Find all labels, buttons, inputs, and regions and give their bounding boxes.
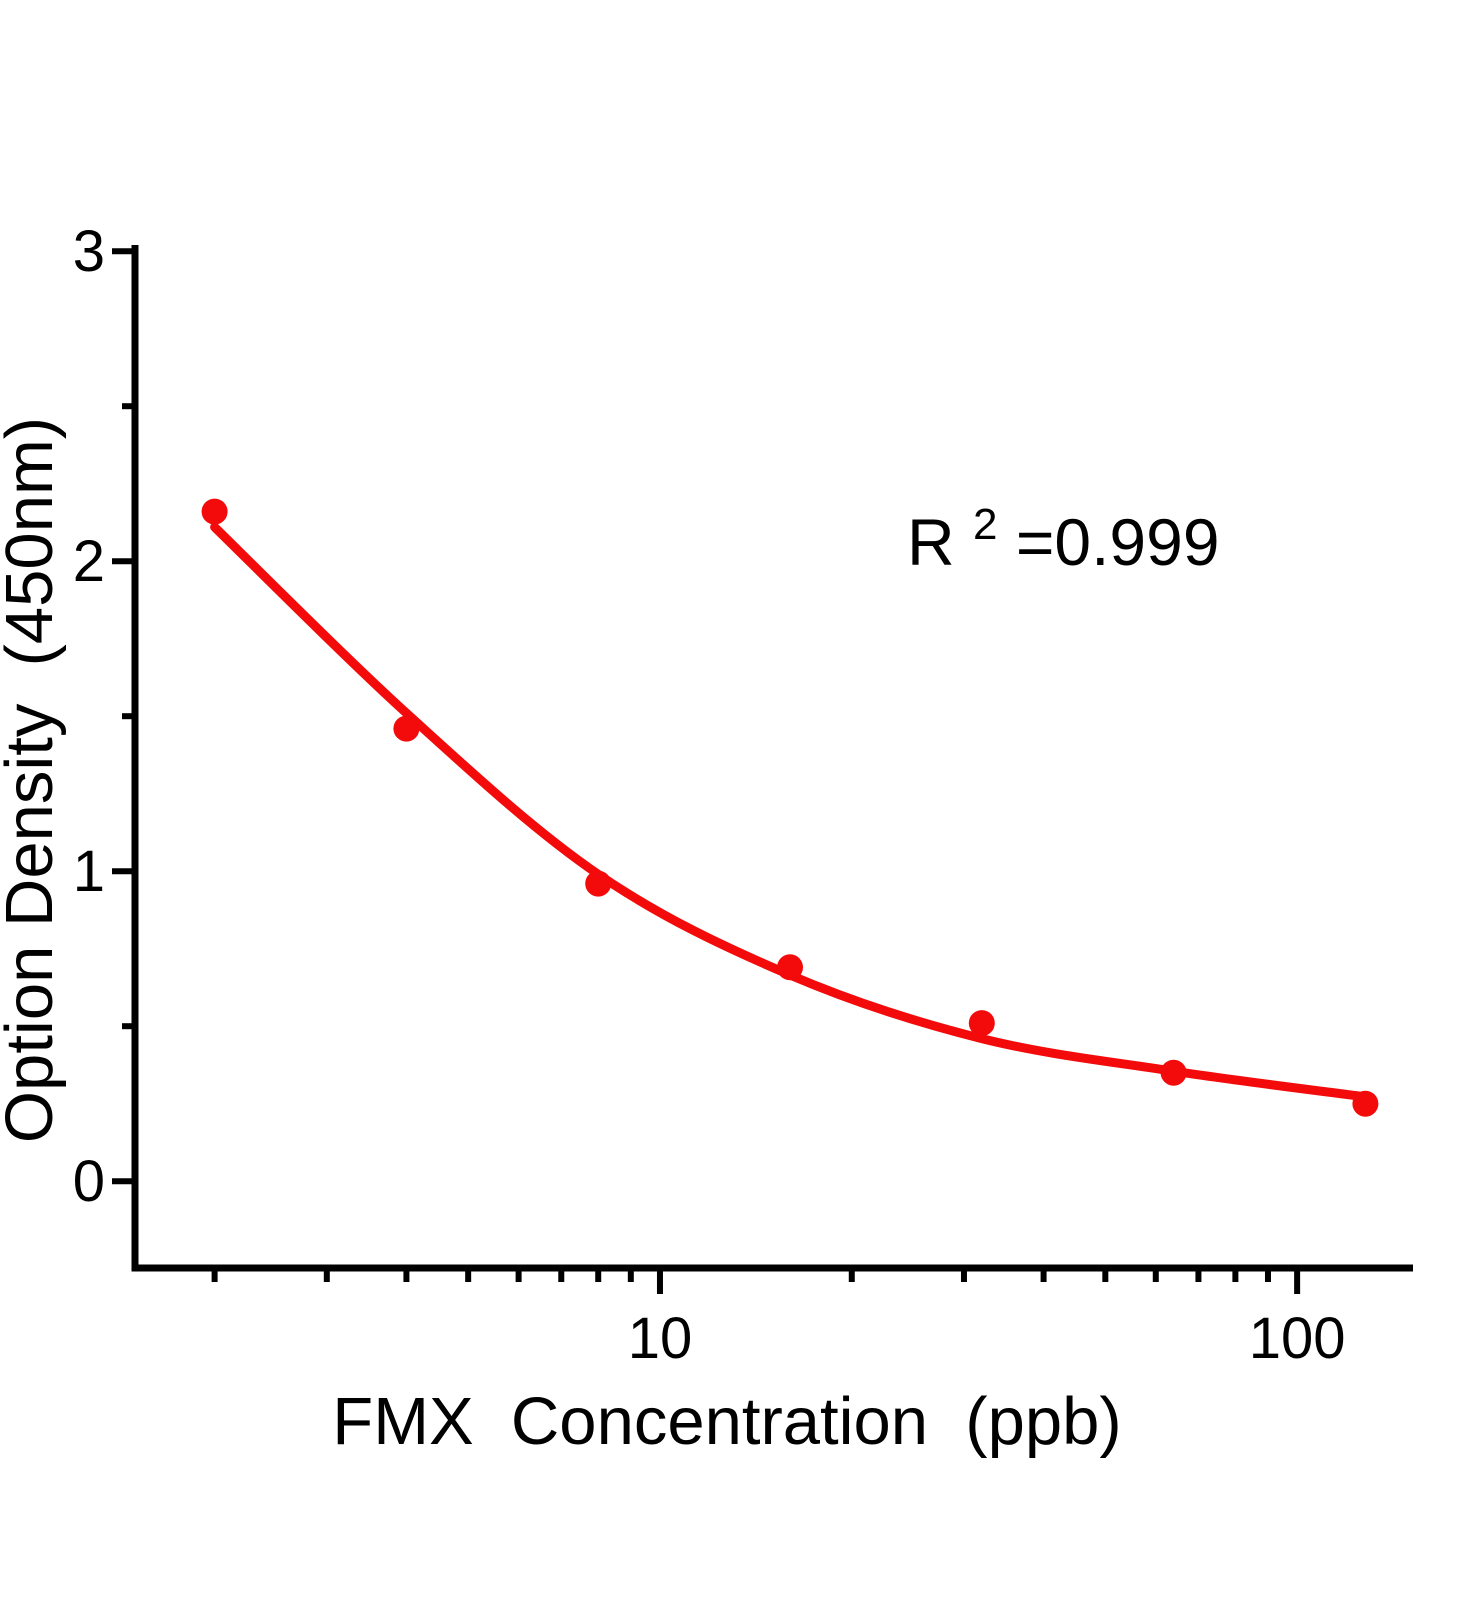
axis-ticks xyxy=(112,248,1301,1294)
x-tick-label: 100 xyxy=(1249,1306,1346,1371)
y-tick-label: 1 xyxy=(73,839,105,904)
data-point xyxy=(777,954,803,981)
axis-spines xyxy=(131,245,1413,1272)
data-point xyxy=(968,1010,995,1037)
r-squared-superscript: 2 xyxy=(973,500,997,549)
r-squared-base: R xyxy=(907,505,955,579)
data-point xyxy=(585,870,612,897)
fit-curve xyxy=(210,522,1370,1102)
axis-frame xyxy=(131,245,1413,1272)
x-tick-label: 10 xyxy=(628,1306,693,1371)
r-squared-annotation: R 2 =0.999 xyxy=(907,479,1220,579)
y-axis-title: Option Density (450nm) xyxy=(0,417,67,1143)
data-point xyxy=(1352,1090,1379,1117)
fit-curve-line xyxy=(210,522,1370,1102)
data-points xyxy=(201,498,1379,1117)
data-point xyxy=(1160,1059,1187,1086)
y-tick-label: 2 xyxy=(73,529,105,594)
x-axis-title: FMX Concentration (ppb) xyxy=(332,1384,1121,1459)
data-point xyxy=(393,715,420,742)
y-tick-label: 3 xyxy=(73,219,105,284)
data-point xyxy=(201,498,228,525)
tick-labels: 0 1 2 3 10 100 xyxy=(73,219,1346,1371)
r-squared-value: =0.999 xyxy=(1016,505,1220,579)
y-tick-label: 0 xyxy=(73,1149,105,1214)
